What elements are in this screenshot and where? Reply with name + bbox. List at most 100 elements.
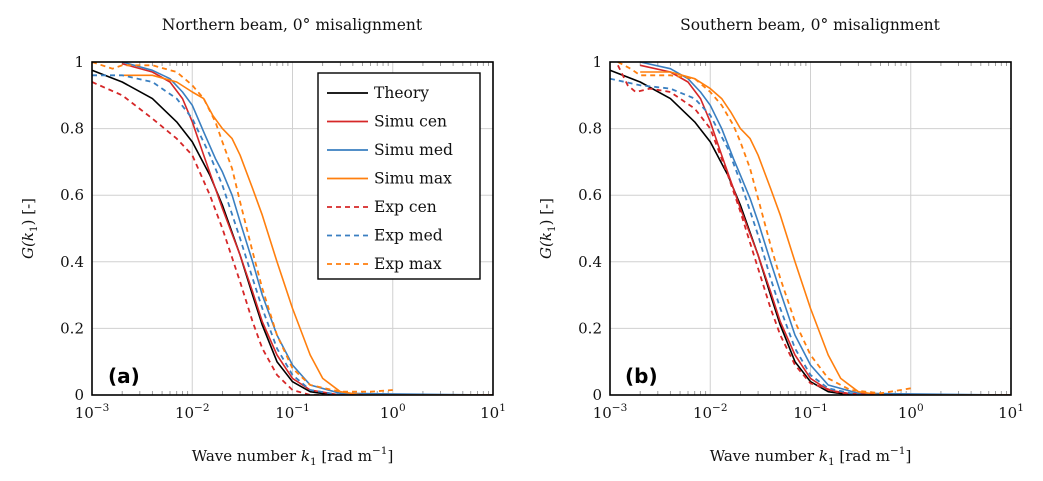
- ylabel-k: k: [19, 232, 37, 241]
- legend-label: Simu cen: [374, 113, 447, 131]
- axes-frame: [609, 61, 1012, 396]
- legend-item: Theory: [327, 84, 429, 102]
- tick-exponent: −2: [712, 402, 727, 414]
- legend-label: Theory: [374, 84, 429, 102]
- xlabel-k: k: [301, 447, 310, 465]
- xlabel-exp: −1: [372, 445, 387, 457]
- legend-item: Exp max: [327, 255, 442, 273]
- legend-box: [317, 72, 481, 280]
- legend-label: Exp cen: [374, 198, 437, 216]
- ylabel-rest: ) [-]: [19, 198, 37, 225]
- series-line-exp-med: [92, 74, 363, 395]
- x-tick-label: 10−3: [75, 402, 110, 422]
- y-tick-label: 0.8: [578, 120, 602, 138]
- y-tick-label: 0.2: [578, 319, 602, 337]
- series-line-exp-cen: [617, 64, 911, 395]
- y-tick-label: 0: [592, 386, 602, 404]
- x-tick-label: 10−2: [693, 402, 728, 422]
- chart-title: Northern beam, 0° misalignment: [162, 16, 423, 34]
- legend-label: Exp med: [374, 227, 443, 245]
- tick-exponent: −1: [294, 402, 309, 414]
- series-line-simu-cen: [121, 62, 493, 395]
- series-line-simu-med: [121, 61, 493, 395]
- axes-frame: [91, 61, 494, 396]
- x-tick-label: 10−2: [175, 402, 210, 422]
- legend-item: Exp cen: [327, 198, 437, 216]
- y-axis-label: G(k1) [-]: [537, 198, 558, 259]
- xlabel-unit: [rad m: [317, 447, 372, 465]
- xlabel-text: Wave number: [192, 447, 301, 465]
- xlabel-sub: 1: [828, 456, 835, 468]
- legend-label: Simu med: [374, 141, 453, 159]
- tick-base: 10: [898, 404, 917, 422]
- ylabel-G: G(: [537, 240, 555, 259]
- series-line-simu-max: [122, 74, 493, 395]
- series-line-simu-cen: [640, 64, 1011, 395]
- xlabel-close: ]: [905, 447, 911, 465]
- series-group: [610, 61, 1011, 395]
- x-tick-label: 100: [898, 402, 924, 422]
- legend-label: Exp max: [374, 255, 442, 273]
- y-tick-label: 0: [74, 386, 84, 404]
- tick-base: 10: [275, 404, 294, 422]
- ylabel-sub: 1: [546, 225, 558, 232]
- x-tick-label: 10−1: [793, 402, 828, 422]
- y-tick-label: 0.4: [60, 253, 84, 271]
- tick-base: 10: [693, 404, 712, 422]
- xlabel-k: k: [819, 447, 828, 465]
- y-tick-label: 0.6: [578, 186, 602, 204]
- x-tick-label: 10−3: [593, 402, 628, 422]
- series-line-exp-med: [610, 77, 911, 395]
- tick-exponent: 0: [399, 402, 406, 414]
- ylabel-sub: 1: [28, 225, 40, 232]
- tick-base: 10: [480, 404, 499, 422]
- grid: [609, 61, 1012, 396]
- y-tick-label: 0.8: [60, 120, 84, 138]
- ylabel-G: G(: [19, 240, 37, 259]
- tick-exponent: 1: [1017, 402, 1024, 414]
- legend-item: Simu cen: [327, 113, 447, 131]
- y-tick-label: 0.4: [578, 253, 602, 271]
- x-tick-label: 101: [998, 402, 1024, 422]
- y-axis-label: G(k1) [-]: [19, 198, 40, 259]
- series-line-simu-max: [640, 71, 1011, 395]
- x-axis-label: Wave number k1 [rad m−1]: [710, 445, 912, 468]
- xlabel-sub: 1: [310, 456, 317, 468]
- tick-exponent: −3: [94, 402, 109, 414]
- y-tick-label: 0.6: [60, 186, 84, 204]
- x-axis-label: Wave number k1 [rad m−1]: [192, 445, 394, 468]
- tick-exponent: −2: [194, 402, 209, 414]
- tick-base: 10: [380, 404, 399, 422]
- minor-ticks: [639, 62, 1007, 395]
- tick-exponent: −3: [612, 402, 627, 414]
- series-line-simu-med: [640, 61, 1011, 395]
- x-tick-label: 100: [380, 402, 406, 422]
- legend: Theory Simu cen Simu med Simu max Exp cen Exp…: [317, 72, 481, 280]
- legend-item: Exp med: [327, 227, 443, 245]
- tick-exponent: 0: [917, 402, 924, 414]
- legend-item: Simu med: [327, 141, 453, 159]
- tick-base: 10: [75, 404, 94, 422]
- xlabel-exp: −1: [890, 445, 905, 457]
- tick-base: 10: [593, 404, 612, 422]
- y-tick-label: 0.2: [60, 319, 84, 337]
- x-tick-label: 10−1: [275, 402, 310, 422]
- y-tick-label: 1: [74, 53, 84, 71]
- series-group: [92, 61, 493, 395]
- tick-base: 10: [793, 404, 812, 422]
- x-tick-label: 101: [480, 402, 506, 422]
- xlabel-unit: [rad m: [835, 447, 890, 465]
- legend-item: Simu max: [327, 170, 452, 188]
- y-tick-label: 1: [592, 53, 602, 71]
- series-line-exp-max: [617, 61, 911, 395]
- panel-label: (a): [108, 364, 140, 388]
- tick-base: 10: [998, 404, 1017, 422]
- panel-label: (b): [625, 364, 658, 388]
- xlabel-text: Wave number: [710, 447, 819, 465]
- chart-title: Southern beam, 0° misalignment: [680, 16, 941, 34]
- xlabel-close: ]: [387, 447, 393, 465]
- series-line-exp-cen: [92, 81, 363, 395]
